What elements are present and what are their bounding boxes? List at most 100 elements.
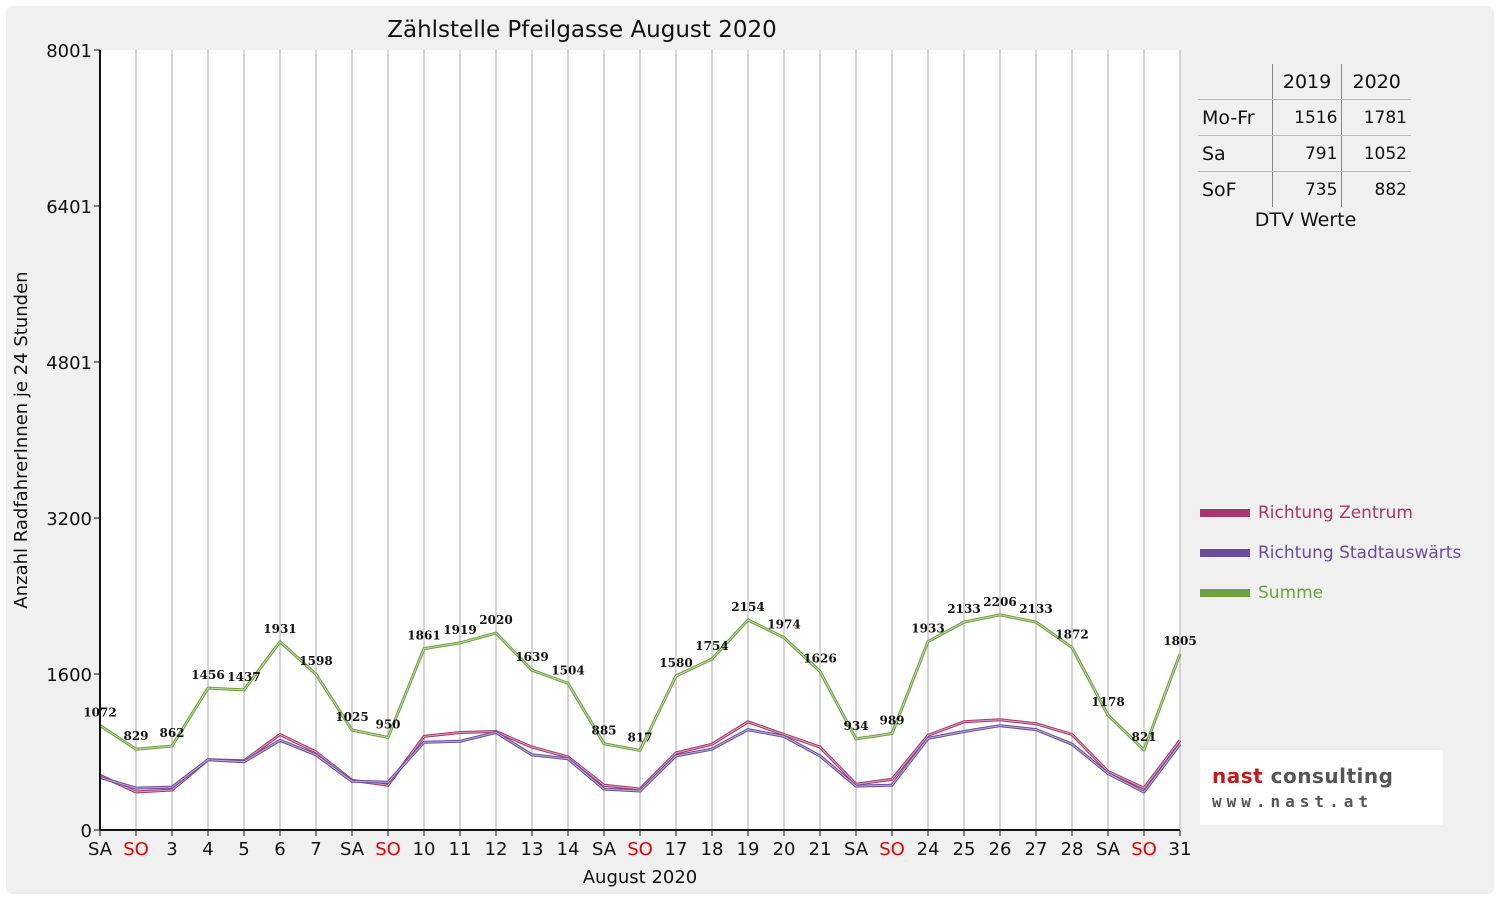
data-label: 1805 (1163, 634, 1196, 648)
legend: Richtung Zentrum Richtung Stadtauswärts … (1200, 493, 1461, 613)
data-label: 1178 (1091, 695, 1124, 709)
data-label: 2133 (947, 602, 980, 616)
legend-item-stadtauswaerts: Richtung Stadtauswärts (1200, 533, 1461, 573)
x-tick-label: 21 (809, 839, 832, 860)
x-tick-label: SO (123, 839, 149, 860)
data-label: 817 (627, 730, 652, 744)
data-label: 1919 (443, 623, 476, 637)
legend-label: Richtung Stadtauswärts (1258, 543, 1462, 563)
x-tick-label: SA (340, 839, 365, 860)
data-label: 1504 (551, 663, 584, 677)
x-tick-label: 7 (310, 839, 321, 860)
data-label: 829 (123, 729, 148, 743)
logo-name: nast consulting (1212, 764, 1393, 788)
dtv-cell-2020: 882 (1374, 179, 1407, 200)
data-label: 2206 (983, 595, 1016, 609)
dtv-row-label: SoF (1198, 171, 1273, 207)
x-tick-label: SA (844, 839, 869, 860)
x-tick-label: 3 (166, 839, 177, 860)
data-label: 821 (1131, 730, 1156, 744)
dtv-cell-2020: 1781 (1341, 99, 1411, 136)
data-label: 1456 (191, 668, 224, 682)
data-label: 1025 (335, 710, 368, 724)
x-tick-label: 26 (989, 839, 1012, 860)
data-label: 989 (879, 714, 904, 728)
data-label: 2133 (1019, 602, 1052, 616)
dtv-caption: DTV Werte (1254, 209, 1357, 231)
x-tick-label: 14 (557, 839, 580, 860)
logo-url: www.nast.at (1212, 792, 1373, 811)
axes: SA SO 3 4 5 6 7 SA SO 10 11 12 13 14 SA SO 17 18 19 20 21 SA S… (46, 41, 1191, 860)
data-label: 1626 (803, 651, 836, 665)
data-label: 1598 (299, 654, 332, 668)
legend-label: Summe (1258, 583, 1324, 603)
x-tick-label: SA (88, 839, 113, 860)
x-tick-label: 13 (521, 839, 544, 860)
x-axis-label: August 2020 (583, 867, 698, 888)
x-tick-label: 27 (1025, 839, 1048, 860)
x-tick-label: 25 (953, 839, 976, 860)
y-tick-label: 8001 (46, 41, 92, 62)
x-tick-label: 24 (917, 839, 940, 860)
data-label: 2020 (479, 613, 512, 627)
data-label: 2154 (731, 600, 764, 614)
y-tick-label: 1600 (46, 665, 92, 686)
dtv-cell-2019: 735 (1272, 171, 1343, 207)
x-tick-label: SO (627, 839, 653, 860)
legend-swatch (1200, 589, 1250, 597)
data-label: 1974 (767, 618, 800, 632)
dtv-table: 2019 2020 Mo-Fr 1516 1781 Sa 791 1052 So… (1198, 64, 1413, 231)
legend-swatch (1200, 549, 1250, 557)
data-label: 1931 (263, 622, 296, 636)
company-logo: nast consulting www.nast.at (1200, 750, 1443, 825)
dtv-cell-2019: 1516 (1272, 99, 1343, 136)
x-tick-label: 10 (413, 839, 436, 860)
x-tick-label: 19 (737, 839, 760, 860)
dtv-header-blank (1198, 64, 1273, 100)
dtv-cell-2020: 1052 (1341, 135, 1411, 172)
data-label: 1437 (227, 670, 260, 684)
y-tick-label: 0 (81, 821, 92, 842)
x-tick-label: SA (592, 839, 617, 860)
x-tick-label: SA (1096, 839, 1121, 860)
x-tick-label: 11 (449, 839, 472, 860)
x-tick-label: SO (375, 839, 401, 860)
x-tick-label: 28 (1061, 839, 1084, 860)
dtv-header-2019: 2019 (1272, 64, 1343, 100)
y-tick-label: 3200 (46, 509, 92, 530)
chart-title: Zählstelle Pfeilgasse August 2020 (387, 17, 777, 43)
data-label: 1639 (515, 650, 548, 664)
legend-swatch (1200, 509, 1250, 517)
legend-item-zentrum: Richtung Zentrum (1200, 493, 1461, 533)
legend-label: Richtung Zentrum (1258, 503, 1413, 523)
x-tick-label: 18 (701, 839, 724, 860)
data-labels: 1072829862145614371931159810259501861191… (83, 595, 1196, 744)
x-tick-label: 20 (773, 839, 796, 860)
data-label: 950 (375, 717, 400, 731)
series-lines (99, 613, 1182, 794)
x-tick-label: 5 (238, 839, 249, 860)
data-label: 1580 (659, 656, 692, 670)
data-label: 862 (159, 726, 184, 740)
y-tick-label: 4801 (46, 353, 92, 374)
dtv-row-label: Mo-Fr (1198, 99, 1273, 136)
grid (99, 50, 1181, 830)
dtv-cell-2019: 791 (1272, 135, 1343, 172)
x-tick-label: SO (1131, 839, 1157, 860)
data-label: 1933 (911, 622, 944, 636)
dtv-row-label: Sa (1198, 135, 1273, 172)
data-label: 1861 (407, 629, 440, 643)
series-line-highlight (99, 614, 1181, 751)
data-label: 934 (843, 719, 868, 733)
x-tick-label: 31 (1169, 839, 1192, 860)
logo-name-accent: nast (1212, 764, 1264, 788)
x-tick-label: 17 (665, 839, 688, 860)
y-axis-label: Anzahl RadfahrerInnen je 24 Stunden (11, 271, 32, 608)
legend-item-summe: Summe (1200, 573, 1461, 613)
series-line-highlight (99, 725, 1181, 793)
data-label: 1754 (695, 639, 728, 653)
logo-name-rest: consulting (1263, 764, 1394, 788)
dtv-header-2020: 2020 (1341, 64, 1411, 100)
x-tick-label: 4 (202, 839, 213, 860)
